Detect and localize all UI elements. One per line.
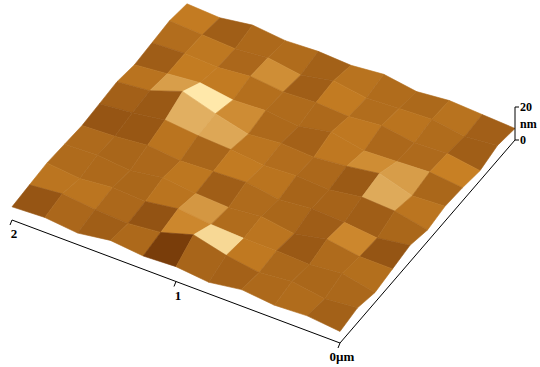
svg-text:0µm: 0µm xyxy=(330,349,355,364)
svg-text:2: 2 xyxy=(11,226,18,241)
svg-text:20: 20 xyxy=(520,100,532,114)
svg-text:0: 0 xyxy=(520,133,526,147)
svg-text:nm: nm xyxy=(520,117,537,131)
svg-text:1: 1 xyxy=(175,288,182,303)
